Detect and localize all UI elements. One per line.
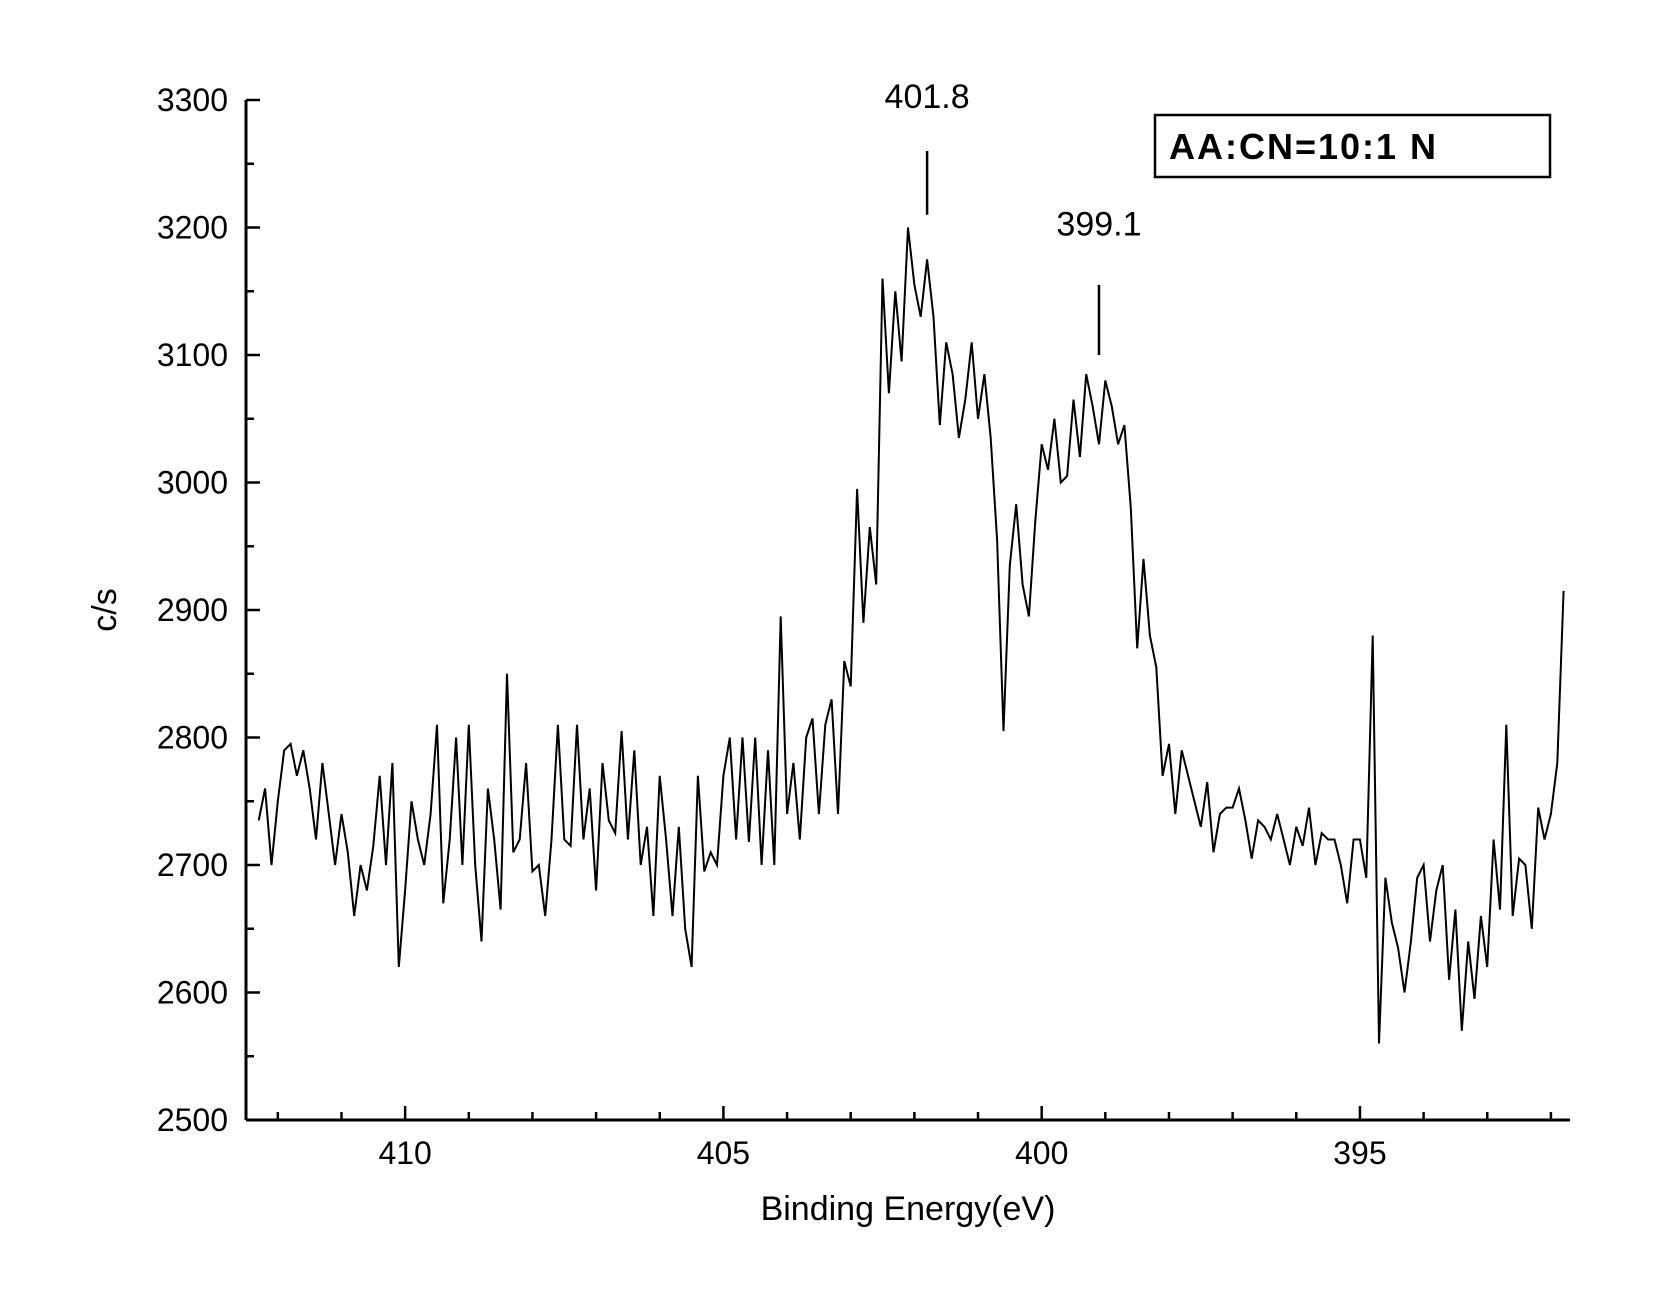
x-tick-label: 410: [378, 1135, 431, 1171]
y-tick-label: 3300: [157, 82, 228, 118]
y-tick-label: 3000: [157, 465, 228, 501]
chart-svg: 2500 2600 2700 2800 2900 3000 3100 3200 3300 395 4…: [0, 0, 1666, 1301]
y-tick-label: 2800: [157, 720, 228, 756]
peak-label: 401.8: [885, 78, 970, 116]
y-tick-label: 3100: [157, 337, 228, 373]
y-tick-label: 2600: [157, 975, 228, 1011]
xps-spectrum-chart: 2500 2600 2700 2800 2900 3000 3100 3200 3300 395 4…: [0, 0, 1666, 1301]
y-tick-label: 3200: [157, 210, 228, 246]
peak-label: 399.1: [1056, 206, 1141, 244]
x-tick-label: 400: [1015, 1135, 1068, 1171]
legend-text: AA:CN=10:1 N: [1169, 126, 1438, 167]
y-axis-label: c/s: [86, 588, 124, 631]
x-tick-label: 405: [697, 1135, 750, 1171]
x-tick-label: 395: [1333, 1135, 1386, 1171]
y-tick-label: 2700: [157, 847, 228, 883]
y-tick-label: 2900: [157, 592, 228, 628]
y-tick-label: 2500: [157, 1102, 228, 1138]
x-axis-label: Binding Energy(eV): [761, 1190, 1056, 1228]
